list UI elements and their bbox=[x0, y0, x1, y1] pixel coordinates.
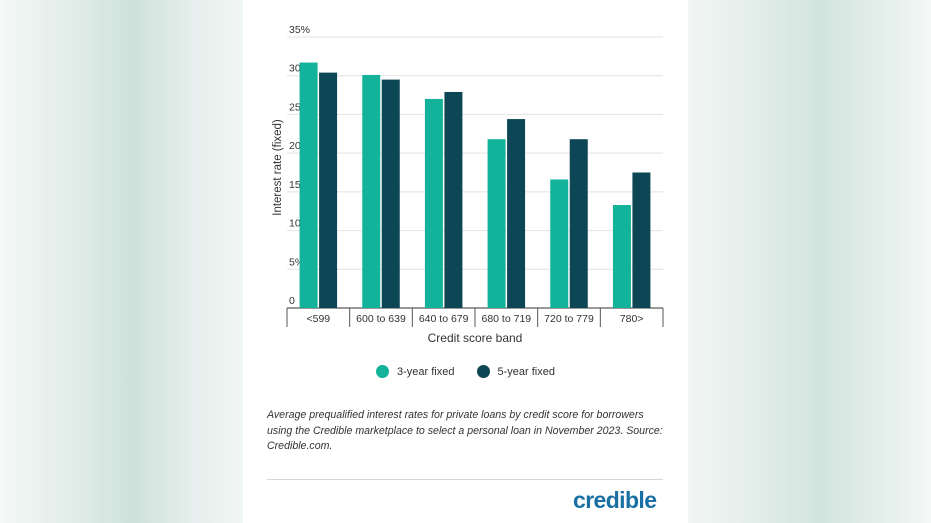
chart-footnote: Average prequalified interest rates for … bbox=[267, 409, 663, 452]
bar-3-year bbox=[550, 179, 569, 308]
legend-swatch-5-year bbox=[476, 365, 490, 378]
x-tick-label: 600 to 639 bbox=[356, 313, 406, 325]
legend-item-5-year: 5-year fixed bbox=[476, 365, 555, 378]
divider bbox=[267, 479, 663, 480]
legend-label-3-year: 3-year fixed bbox=[397, 365, 455, 378]
bar-3-year bbox=[362, 74, 381, 308]
x-axis-title: Credit score band bbox=[428, 331, 523, 345]
y-tick-label: 0 bbox=[289, 295, 295, 307]
legend-label-5-year: 5-year fixed bbox=[497, 365, 555, 378]
x-tick-label: 680 to 719 bbox=[482, 313, 532, 325]
background-left bbox=[0, 0, 243, 523]
y-tick-label: 35% bbox=[289, 24, 310, 36]
bar-3-year bbox=[424, 98, 443, 308]
background-right bbox=[688, 0, 931, 523]
x-tick-label: 640 to 679 bbox=[419, 313, 469, 325]
legend-item-3-year: 3-year fixed bbox=[376, 365, 455, 378]
bar-5-year bbox=[319, 72, 338, 308]
chart-legend: 3-year fixed 5-year fixed bbox=[243, 365, 688, 378]
x-tick-label: <599 bbox=[307, 313, 331, 325]
bar-3-year bbox=[612, 205, 631, 308]
bar-5-year bbox=[444, 91, 463, 308]
bar-5-year bbox=[381, 79, 400, 308]
bar-3-year bbox=[299, 62, 318, 309]
x-tick-label: 720 to 779 bbox=[544, 313, 594, 325]
bar-5-year bbox=[507, 119, 526, 309]
chart-card: 0 5% 10% 15% 20% 25% 30% 35% <599 600 to 639 640 t… bbox=[243, 0, 688, 523]
bar-5-year bbox=[632, 172, 651, 308]
bar-5-year bbox=[569, 139, 588, 308]
y-axis-title: Interest rate (fixed) bbox=[272, 119, 284, 216]
x-tick-label: 780> bbox=[620, 313, 644, 325]
legend-swatch-3-year bbox=[376, 365, 390, 378]
bar-3-year bbox=[487, 139, 506, 308]
credible-logo[interactable]: credible bbox=[573, 487, 657, 513]
bar-chart: 05%10%15%20%25%30%35%<599 600 to 639 640 t… bbox=[272, 24, 664, 345]
